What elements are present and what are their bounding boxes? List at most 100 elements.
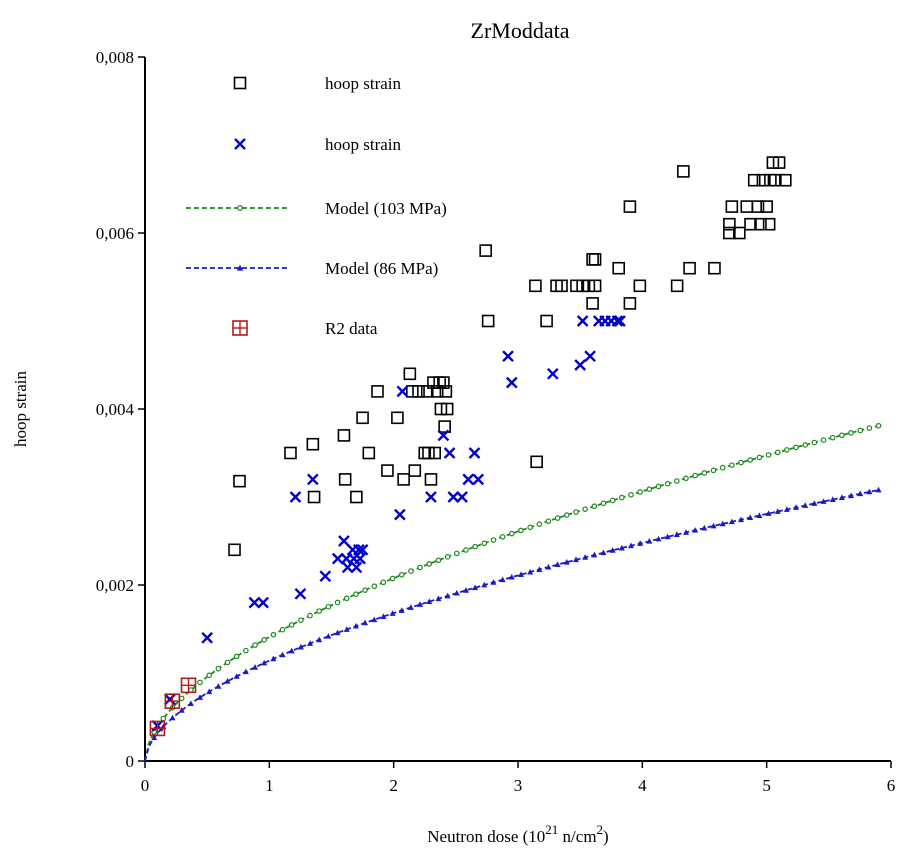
model-lines: [144, 422, 882, 762]
model-103-marker: [389, 575, 396, 582]
model-86-marker: [242, 668, 249, 675]
model-86-marker: [848, 492, 855, 499]
model-103-marker: [160, 715, 167, 722]
hoop-strain-square-point: [529, 279, 542, 293]
model-103-marker: [857, 427, 864, 434]
model-86-marker: [838, 494, 845, 501]
model-103-marker: [435, 557, 442, 564]
hoop-strain-x-point: [201, 631, 214, 644]
model-103-marker: [362, 587, 368, 593]
hoop-strain-square-point: [683, 261, 696, 275]
legend-label: hoop strain: [325, 135, 402, 154]
hoop-strain-x-point: [576, 315, 589, 327]
model-86-marker: [591, 551, 598, 558]
hoop-strain-square-point: [555, 279, 568, 293]
hoop-strain-x-point: [354, 552, 366, 565]
model-103-marker: [298, 617, 304, 623]
model-86-marker: [508, 573, 515, 580]
model-103-marker: [490, 537, 497, 543]
hoop-strain-square-point: [762, 217, 776, 231]
hoop-strain-x-point: [611, 315, 624, 327]
hoop-strain-x-point: [468, 447, 481, 459]
model-86-marker: [288, 647, 295, 654]
hoop-strain-square-point: [623, 297, 637, 310]
hoop-strain-x-point: [502, 350, 514, 363]
hoop-strain-square-point: [397, 473, 410, 486]
hoop-strain-square-point: [371, 385, 384, 398]
model-86-marker: [517, 571, 524, 577]
hoop-strain-x-point: [164, 693, 176, 706]
model-86-marker: [783, 506, 790, 512]
hoop-strain-square-point: [588, 279, 602, 293]
hoop-strain-square-point: [439, 385, 453, 398]
hoop-strain-x-point: [443, 447, 456, 459]
model-103-marker: [233, 653, 240, 660]
x-tick-label: 1: [265, 776, 274, 795]
hoop-strain-square-point: [306, 437, 320, 451]
model-103-marker: [353, 591, 359, 597]
model-86-marker: [307, 640, 314, 646]
model-86-marker: [252, 664, 259, 670]
x-marker-stroke: [584, 350, 596, 363]
x-tick-label: 0: [141, 776, 150, 795]
model-103-marker: [270, 631, 277, 638]
model-86-marker: [793, 504, 800, 510]
model-86-marker: [820, 498, 827, 504]
hoop-strain-square-point: [440, 402, 454, 416]
model-103-marker: [325, 603, 332, 610]
hoop-strain-square-point: [760, 200, 773, 213]
model-103-marker: [747, 457, 753, 463]
model-86-marker: [334, 629, 341, 636]
data-markers: [149, 156, 792, 737]
model-86-marker: [875, 486, 882, 493]
model-86-marker: [316, 636, 323, 643]
model-86-marker: [536, 566, 543, 572]
model-103-marker: [453, 550, 460, 557]
y-tick-label: 0: [126, 752, 135, 771]
hoop-strain-square-point: [586, 253, 599, 266]
model-103-marker: [646, 486, 653, 492]
x-marker-stroke: [353, 543, 365, 556]
x-marker-stroke: [338, 535, 350, 547]
x-marker-stroke: [294, 587, 307, 600]
model-103-marker: [215, 665, 222, 672]
legend-label: Model (86 MPa): [325, 259, 438, 278]
model-103-marker: [472, 543, 478, 550]
hoop-strain-x-point: [338, 535, 350, 547]
model-86-marker: [627, 542, 634, 549]
x-marker-stroke: [472, 473, 485, 486]
x-marker-stroke: [505, 376, 518, 389]
model-86-marker: [407, 604, 414, 610]
model-86-marker: [215, 683, 222, 689]
legend: hoop strain hoop strain Model (103 MPa) Mod…: [186, 74, 447, 338]
model-103-marker: [784, 447, 790, 453]
model-103-marker: [664, 480, 671, 487]
x-marker-stroke: [201, 631, 214, 644]
x-tick-label: 5: [762, 776, 771, 795]
x-axis-label-main: Neutron dose (10: [427, 827, 545, 846]
model-103-marker: [206, 672, 212, 679]
hoop-strain-square-point: [723, 217, 736, 231]
hoop-strain-square-point: [437, 376, 450, 389]
model-103-marker: [481, 540, 488, 547]
x-marker-stroke: [331, 552, 344, 565]
hoop-strain-square-point: [740, 200, 754, 213]
model-86-marker: [774, 508, 781, 514]
model-86-marker: [325, 633, 332, 639]
x-axis-label-exp2: 2: [597, 822, 604, 837]
x-marker-stroke: [456, 491, 468, 503]
model-103-marker: [756, 454, 763, 461]
x-marker-stroke: [234, 138, 246, 150]
hoop-strain-x-point: [353, 543, 365, 556]
model-86-marker: [857, 490, 864, 497]
model-86-marker: [664, 533, 671, 540]
model-86-marker: [655, 535, 662, 542]
hoop-strain-square-point: [479, 244, 492, 257]
hoop-strain-x-point: [425, 491, 437, 503]
x-tick-label: 2: [389, 776, 398, 795]
x-marker-stroke: [164, 693, 176, 706]
model-103-marker: [243, 647, 249, 654]
r2-data-point: [180, 677, 197, 694]
hoop-strain-square-point: [747, 173, 761, 187]
